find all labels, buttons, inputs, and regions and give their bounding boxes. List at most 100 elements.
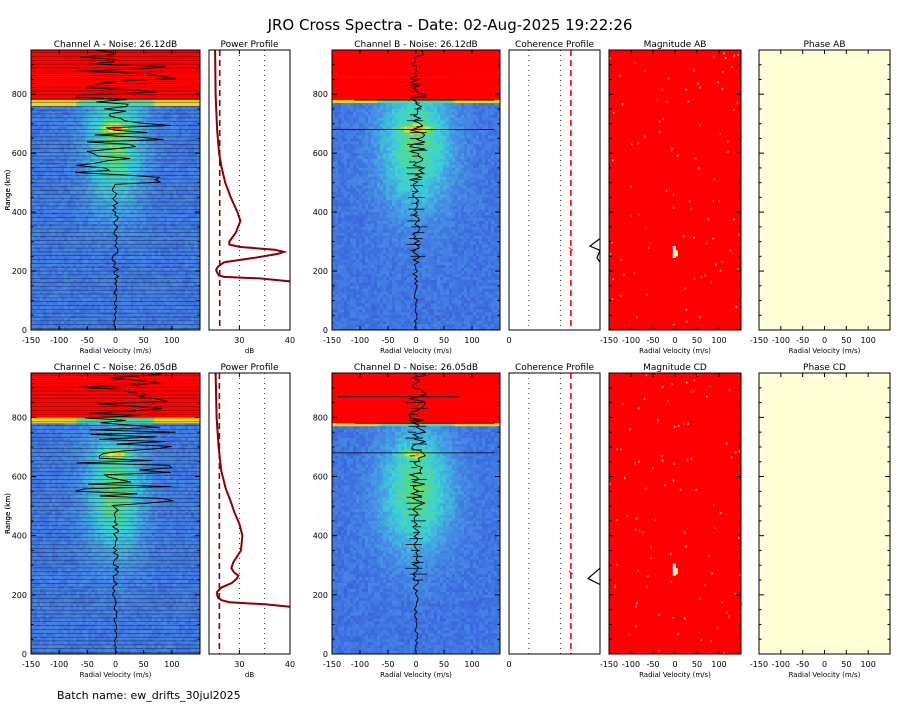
spectra-cell	[85, 109, 88, 112]
spectra-cell	[131, 189, 134, 192]
spectra-cell	[94, 206, 97, 209]
spectra-cell	[161, 53, 164, 56]
spectra-cell	[173, 265, 176, 268]
spectra-cell	[182, 271, 185, 274]
spectra-cell	[191, 168, 194, 171]
spectra-cell	[88, 218, 91, 221]
spectra-cell	[119, 295, 122, 298]
spectra-cell	[109, 197, 112, 200]
spectra-cell	[122, 301, 125, 304]
spectra-cell	[91, 112, 94, 115]
spectra-cell	[155, 309, 158, 312]
spectra-cell	[61, 224, 64, 227]
spectra-cell	[191, 109, 194, 112]
spectra-cell	[112, 74, 115, 77]
spectra-cell	[37, 197, 40, 200]
spectra-cell	[40, 147, 43, 150]
spectra-cell	[64, 292, 67, 295]
spectra-cell	[52, 303, 55, 306]
spectra-cell	[58, 312, 61, 315]
spectra-cell	[40, 79, 43, 82]
spectra-cell	[137, 197, 140, 200]
spectra-cell	[149, 156, 152, 159]
spectra-cell	[34, 130, 37, 133]
spectra-cell	[76, 79, 79, 82]
spectra-cell	[55, 227, 58, 230]
spectra-cell	[140, 295, 143, 298]
spectra-cell	[73, 197, 76, 200]
spectra-cell	[34, 295, 37, 298]
spectra-cell	[188, 206, 191, 209]
spectra-cell	[52, 112, 55, 115]
spectra-cell	[34, 197, 37, 200]
spectra-cell	[37, 74, 40, 77]
spectra-cell	[34, 253, 37, 256]
spectra-cell	[188, 218, 191, 221]
spectra-cell	[122, 91, 125, 94]
spectra-cell	[67, 65, 70, 68]
spectra-cell	[179, 156, 182, 159]
spectra-cell	[170, 118, 173, 121]
spectra-cell	[106, 245, 109, 248]
spectra-cell	[143, 215, 146, 218]
spectra-cell	[73, 215, 76, 218]
spectra-cell	[146, 303, 149, 306]
spectra-cell	[100, 109, 103, 112]
spectra-cell	[103, 130, 106, 133]
spectra-cell	[146, 177, 149, 180]
spectra-cell	[176, 71, 179, 74]
spectra-cell	[94, 236, 97, 239]
spectra-cell	[191, 309, 194, 312]
spectra-cell	[103, 177, 106, 180]
spectra-cell	[37, 53, 40, 56]
spectra-cell	[91, 236, 94, 239]
spectra-cell	[109, 303, 112, 306]
spectra-cell	[167, 197, 170, 200]
spectra-cell	[137, 256, 140, 259]
spectra-cell	[131, 303, 134, 306]
spectra-cell	[140, 189, 143, 192]
spectra-cell	[85, 224, 88, 227]
spectra-cell	[79, 180, 82, 183]
spectra-cell	[173, 180, 176, 183]
spectra-cell	[128, 112, 131, 115]
spectra-cell	[76, 292, 79, 295]
spectra-cell	[179, 283, 182, 286]
spectra-cell	[173, 189, 176, 192]
spectra-cell	[37, 189, 40, 192]
spectra-cell	[43, 262, 46, 265]
spectra-cell	[49, 233, 52, 236]
spectra-cell	[191, 100, 194, 103]
spectra-cell	[134, 186, 137, 189]
spectra-cell	[58, 253, 61, 256]
spectra-cell	[61, 103, 64, 106]
spectra-cell	[46, 189, 49, 192]
spectra-cell	[155, 262, 158, 265]
spectra-cell	[170, 91, 173, 94]
spectra-cell	[61, 215, 64, 218]
spectra-cell	[152, 227, 155, 230]
spectra-cell	[149, 215, 152, 218]
spectra-cell	[64, 118, 67, 121]
spectra-cell	[137, 224, 140, 227]
spectra-cell	[85, 283, 88, 286]
spectra-cell	[170, 150, 173, 153]
spectra-cell	[100, 265, 103, 268]
spectra-cell	[131, 262, 134, 265]
spectra-cell	[143, 218, 146, 221]
spectra-cell	[37, 130, 40, 133]
spectra-cell	[140, 218, 143, 221]
spectra-cell	[91, 227, 94, 230]
spectra-cell	[155, 103, 158, 106]
spectra-cell	[179, 271, 182, 274]
spectra-cell	[188, 177, 191, 180]
spectra-cell	[155, 236, 158, 239]
spectra-cell	[76, 197, 79, 200]
spectra-cell	[176, 218, 179, 221]
spectra-cell	[131, 150, 134, 153]
spectra-cell	[37, 141, 40, 144]
spectra-cell	[67, 274, 70, 277]
spectra-cell	[134, 271, 137, 274]
spectra-cell	[188, 245, 191, 248]
spectra-cell	[164, 253, 167, 256]
